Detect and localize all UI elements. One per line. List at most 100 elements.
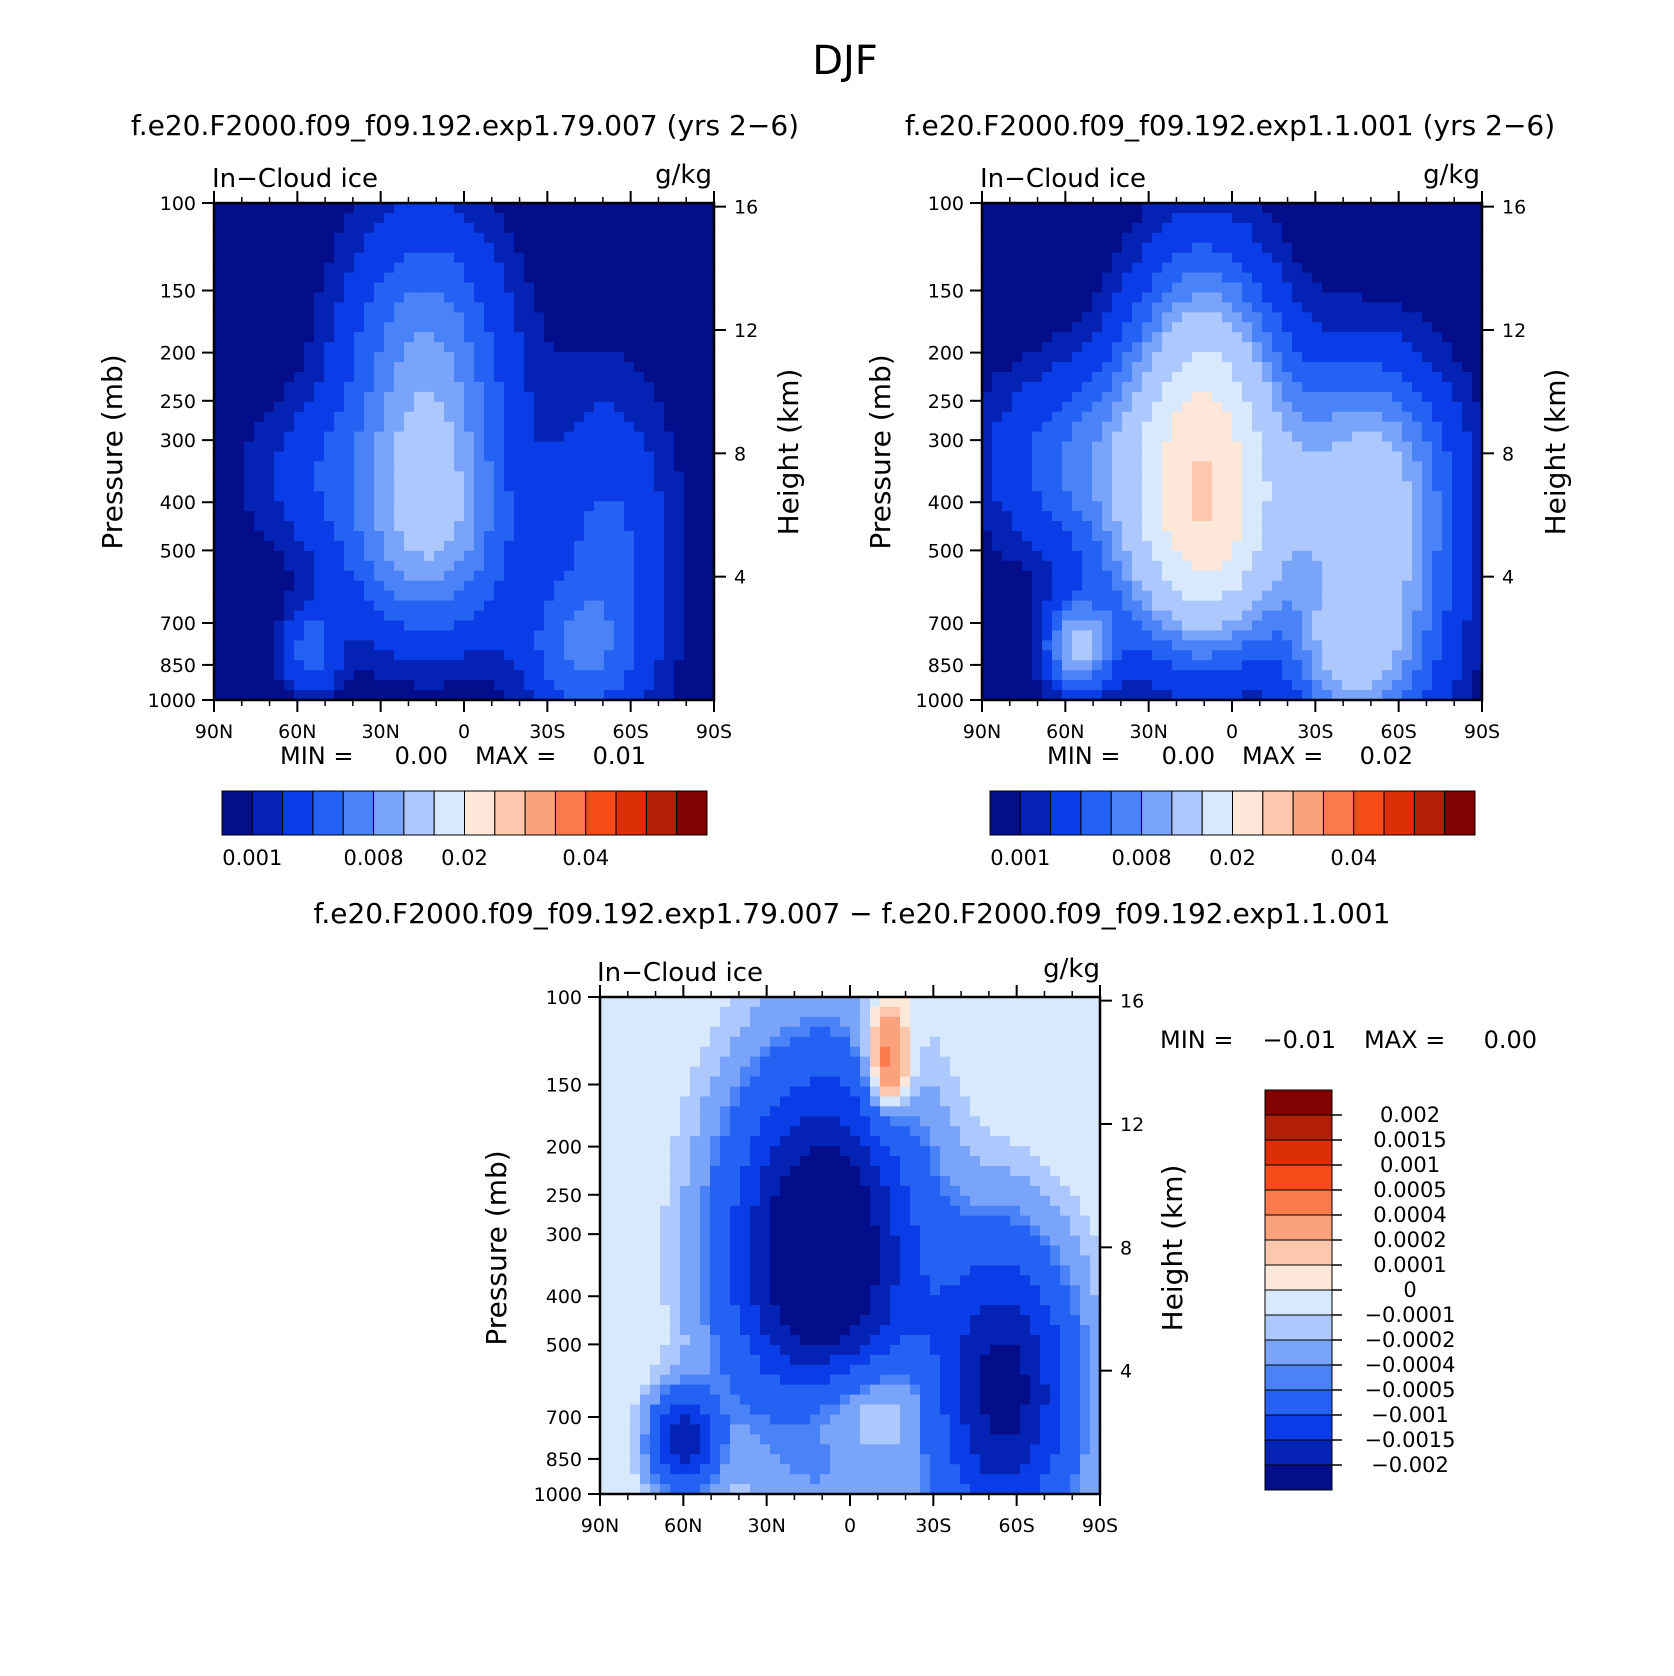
field-cell [624,273,635,284]
field-cell [484,292,495,303]
field-cell [434,601,445,612]
field-cell [314,402,325,413]
field-cell [344,352,355,363]
field-cell [504,203,515,214]
field-cell [554,402,565,413]
field-cell [684,471,695,482]
field-cell [1032,253,1043,264]
field-cell [1122,660,1133,671]
field-cell [1262,392,1273,403]
field-cell [1032,362,1043,373]
field-cell [694,571,705,582]
field-cell [1392,660,1403,671]
field-cell [394,561,405,572]
field-cell [982,412,993,423]
field-cell [992,511,1003,522]
field-cell [1182,481,1193,492]
field-cell [504,402,515,413]
field-cell [1032,581,1043,592]
field-cell [334,601,345,612]
field-cell [1442,322,1453,333]
field-cell [244,680,255,691]
field-cell [1102,511,1113,522]
field-cell [514,392,525,403]
field-cell [634,571,645,582]
field-cell [1262,283,1273,294]
field-cell [514,501,525,512]
field-cell [1032,630,1043,641]
field-cell [344,571,355,582]
field-cell [674,253,685,264]
field-cell [1062,342,1073,353]
field-cell [1052,233,1063,244]
field-cell [1402,531,1413,542]
field-cell [1152,591,1163,602]
field-cell [594,253,605,264]
field-cell [1282,233,1293,244]
field-cell [1332,273,1343,284]
field-cell [1042,541,1053,552]
field-cell [1342,660,1353,671]
field-cell [684,452,695,463]
field-cell [1132,372,1143,383]
field-cell [1422,392,1433,403]
field-cell [444,620,455,631]
field-cell [534,640,545,651]
field-cell [1142,541,1153,552]
field-cell [314,620,325,631]
field-cell [394,372,405,383]
field-cell [982,620,993,631]
field-cell [1302,312,1313,323]
field-cell [434,452,445,463]
field-cell [1002,432,1013,443]
field-cell [574,571,585,582]
field-cell [1342,461,1353,472]
field-cell [354,640,365,651]
field-cell [654,511,665,522]
field-cell [1162,422,1173,433]
field-cell [1132,442,1143,453]
field-cell [594,283,605,294]
field-cell [684,442,695,453]
field-cell [674,402,685,413]
field-cell [1132,561,1143,572]
field-cell [464,283,475,294]
field-cell [534,660,545,671]
field-cell [1132,273,1143,284]
field-cell [674,302,685,313]
field-cell [414,203,425,214]
field-cell [294,660,305,671]
field-cell [594,243,605,254]
field-cell [1202,650,1213,661]
field-cell [614,283,625,294]
field-cell [1072,382,1083,393]
field-cell [1422,213,1433,224]
y-right-tick-label: 4 [734,567,746,589]
field-cell [1442,551,1453,562]
field-cell [554,561,565,572]
field-cell [224,452,235,463]
field-cell [364,263,375,274]
field-cell [314,591,325,602]
field-cell [554,640,565,651]
field-cell [1102,322,1113,333]
field-cell [982,561,993,572]
field-cell [1292,442,1303,453]
field-cell [1162,233,1173,244]
field-cell [444,630,455,641]
field-cell [274,601,285,612]
field-cell [1182,571,1193,582]
field-cell [1462,501,1473,512]
field-cell [504,660,515,671]
field-cell [1322,292,1333,303]
field-cell [594,302,605,313]
field-cell [564,422,575,433]
field-cell [574,362,585,373]
field-cell [424,332,435,343]
field-cell [514,263,525,274]
field-cell [454,571,465,582]
field-cell [304,660,315,671]
field-cell [664,521,675,532]
field-cell [1162,481,1173,492]
field-cell [524,581,535,592]
